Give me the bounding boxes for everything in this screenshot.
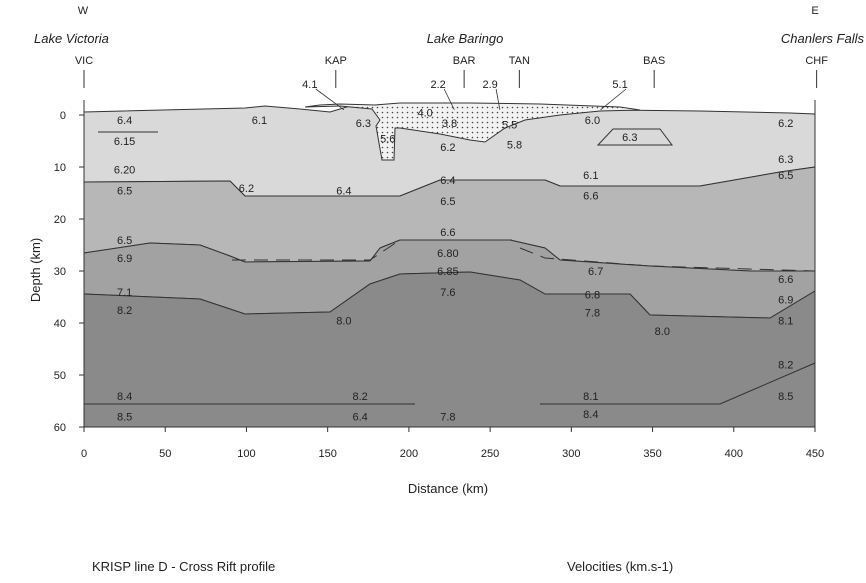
east-direction-label: E (811, 5, 818, 17)
x-tick-label: 100 (237, 448, 255, 460)
velocity-units-caption: Velocities (km.s-1) (567, 559, 673, 574)
leader-line (315, 88, 345, 111)
x-tick-label: 250 (481, 448, 499, 460)
station-label: VIC (75, 55, 93, 67)
station-label: BAS (643, 55, 665, 67)
station-markers: VIC KAP BAR TAN BAS CHF (75, 55, 828, 88)
dipping-reflector-east (719, 362, 816, 405)
velocity-label: 6.6 (778, 274, 793, 286)
velocity-label: 6.6 (440, 227, 455, 239)
velocity-label: 4.0 (417, 107, 432, 119)
station-label: TAN (509, 55, 530, 67)
x-tick-label: 350 (643, 448, 661, 460)
velocity-label: 6.1 (252, 115, 267, 127)
x-tick-label: 200 (400, 448, 418, 460)
velocity-label: 5.1 (612, 79, 627, 91)
x-tick-label: 0 (81, 448, 87, 460)
velocity-label: 7.8 (440, 412, 455, 424)
y-tick-label: 40 (54, 318, 66, 330)
place-label-center: Lake Baringo (427, 31, 504, 46)
velocity-label: 6.5 (778, 170, 793, 182)
leader-line (495, 88, 501, 110)
velocity-label: 8.5 (117, 412, 132, 424)
velocity-label: 6.5 (117, 185, 132, 197)
velocity-label: 6.0 (585, 115, 600, 127)
y-tick-label: 30 (54, 266, 66, 278)
velocity-label: 5.6 (380, 133, 395, 145)
leader-line (600, 88, 627, 111)
velocity-label: 6.4 (117, 115, 132, 127)
x-axis-title: Distance (km) (408, 481, 488, 496)
velocity-label: 8.4 (583, 409, 598, 421)
velocity-label: 6.80 (437, 248, 458, 260)
velocity-label: 6.3 (356, 118, 371, 130)
velocity-label: 6.4 (353, 412, 368, 424)
velocity-label: 6.2 (440, 142, 455, 154)
station-label: CHF (805, 55, 828, 67)
x-axis-ticks: 0 50 100 150 200 250 300 350 400 450 (81, 427, 824, 460)
velocity-label: 6.2 (239, 183, 254, 195)
velocity-labels: 6.4 6.15 6.1 6.3 4.1 2.2 2.9 5.1 4.0 3.8 5.5 5.6 5.8… (114, 79, 794, 424)
velocity-label: 6.3 (778, 154, 793, 166)
x-tick-label: 400 (725, 448, 743, 460)
velocity-label: 6.9 (117, 253, 132, 265)
y-tick-label: 50 (54, 370, 66, 382)
y-tick-label: 0 (60, 110, 66, 122)
velocity-label: 8.2 (778, 360, 793, 372)
velocity-label: 6.1 (583, 170, 598, 182)
velocity-label: 6.9 (778, 295, 793, 307)
velocity-label: 6.7 (588, 266, 603, 278)
velocity-label: 8.4 (117, 391, 132, 403)
west-direction-label: W (78, 5, 89, 17)
y-axis-title: Depth (km) (28, 238, 43, 302)
x-tick-label: 50 (159, 448, 171, 460)
velocity-label: 4.1 (302, 79, 317, 91)
station-label: KAP (325, 55, 347, 67)
rift-basin-fill (304, 102, 641, 161)
velocity-label: 6.20 (114, 165, 135, 177)
x-tick-label: 300 (562, 448, 580, 460)
velocity-label: 2.9 (482, 79, 497, 91)
velocity-label: 6.85 (437, 266, 458, 278)
velocity-label: 8.1 (778, 315, 793, 327)
velocity-label: 7.1 (117, 287, 132, 299)
velocity-label: 5.5 (502, 119, 517, 131)
velocity-label: 5.8 (507, 140, 522, 152)
figure-caption: KRISP line D - Cross Rift profile (92, 559, 275, 574)
velocity-label: 6.2 (778, 118, 793, 130)
velocity-label: 8.1 (583, 391, 598, 403)
y-axis-ticks: 0 10 20 30 40 50 60 (54, 110, 84, 434)
velocity-label: 6.8 (585, 289, 600, 301)
y-tick-label: 10 (54, 162, 66, 174)
velocity-label: 7.6 (440, 287, 455, 299)
velocity-layers (83, 102, 816, 428)
velocity-label: 6.3 (622, 132, 637, 144)
velocity-label: 8.2 (353, 391, 368, 403)
velocity-label: 6.6 (583, 191, 598, 203)
leader-line (443, 88, 455, 110)
x-tick-label: 150 (318, 448, 336, 460)
velocity-label: 6.15 (114, 136, 135, 148)
velocity-label: 6.5 (117, 235, 132, 247)
velocity-label: 8.0 (655, 326, 670, 338)
velocity-label: 6.4 (440, 175, 455, 187)
velocity-lens-east (596, 128, 673, 146)
y-tick-label: 60 (54, 422, 66, 434)
velocity-label: 2.2 (430, 79, 445, 91)
y-tick-label: 20 (54, 214, 66, 226)
velocity-label: 7.8 (585, 308, 600, 320)
velocity-label: 3.8 (442, 118, 457, 130)
place-label-east: Chanlers Falls (781, 31, 865, 46)
place-label-west: Lake Victoria (34, 31, 109, 46)
horizon-lines (84, 131, 816, 405)
velocity-label: 8.5 (778, 391, 793, 403)
velocity-label: 8.2 (117, 305, 132, 317)
velocity-label: 8.0 (336, 315, 351, 327)
velocity-label: 6.5 (440, 196, 455, 208)
dashed-boundary (232, 239, 816, 272)
x-tick-label: 450 (806, 448, 824, 460)
velocity-label: 6.4 (336, 185, 351, 197)
station-label: BAR (453, 55, 476, 67)
